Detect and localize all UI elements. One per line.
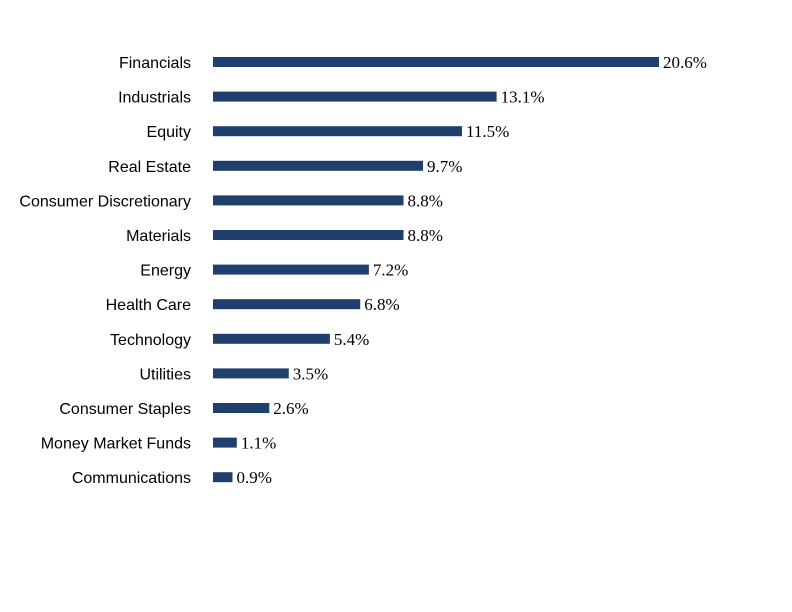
value-label: 0.9% bbox=[236, 468, 271, 487]
category-label: Financials bbox=[119, 55, 191, 72]
category-label: Utilities bbox=[139, 366, 191, 383]
bar bbox=[213, 195, 404, 206]
bar bbox=[213, 333, 330, 344]
value-label: 3.5% bbox=[293, 364, 328, 383]
category-label: Materials bbox=[126, 228, 191, 245]
value-label: 2.6% bbox=[273, 399, 308, 418]
category-label: Real Estate bbox=[108, 159, 191, 176]
value-label: 8.8% bbox=[408, 191, 443, 210]
value-label: 7.2% bbox=[373, 261, 408, 280]
bar bbox=[213, 126, 462, 137]
bar bbox=[213, 472, 233, 483]
category-label: Energy bbox=[140, 263, 191, 280]
value-label: 9.7% bbox=[427, 157, 462, 176]
bar bbox=[213, 57, 659, 67]
bar bbox=[213, 264, 369, 275]
bar bbox=[213, 368, 289, 379]
value-label: 6.8% bbox=[364, 295, 399, 314]
category-label: Consumer Discretionary bbox=[19, 193, 191, 210]
bar bbox=[213, 230, 404, 240]
category-label: Health Care bbox=[106, 297, 191, 314]
category-label: Communications bbox=[72, 470, 191, 487]
category-label: Money Market Funds bbox=[41, 436, 191, 453]
category-label: Consumer Staples bbox=[59, 401, 191, 418]
value-label: 5.4% bbox=[334, 330, 369, 349]
category-label: Equity bbox=[147, 124, 191, 141]
value-label: 1.1% bbox=[241, 434, 276, 453]
bar bbox=[213, 160, 424, 171]
value-label: 13.1% bbox=[501, 88, 545, 107]
bar bbox=[213, 91, 497, 102]
bar bbox=[213, 403, 270, 413]
value-label: 8.8% bbox=[408, 226, 443, 245]
value-label: 20.6% bbox=[663, 53, 707, 72]
value-label: 11.5% bbox=[466, 122, 509, 141]
bar bbox=[213, 299, 361, 310]
category-label: Technology bbox=[110, 332, 191, 349]
bar bbox=[213, 437, 237, 448]
category-label: Industrials bbox=[118, 90, 191, 107]
